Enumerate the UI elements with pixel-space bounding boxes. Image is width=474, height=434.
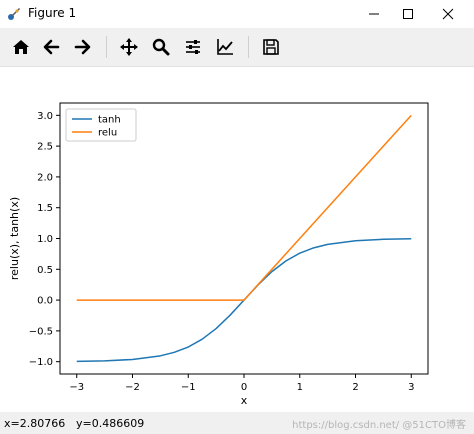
maximize-button[interactable] xyxy=(388,0,428,28)
navigation-toolbar xyxy=(0,28,474,67)
legend: tanh relu xyxy=(65,108,137,142)
minimize-icon xyxy=(369,13,379,15)
title-bar: Figure 1 xyxy=(0,0,474,28)
pan-icon xyxy=(120,38,138,56)
y-tick-label: −1.0 xyxy=(29,357,53,368)
subplots-button[interactable] xyxy=(180,34,206,60)
save-button[interactable] xyxy=(258,34,284,60)
x-tick-label: −1 xyxy=(181,382,196,393)
y-axis-label: relu(x), tanh(x) xyxy=(8,197,21,280)
y-tick-label: 1.5 xyxy=(37,203,53,214)
x-tick-label: −3 xyxy=(69,382,84,393)
toolbar-separator xyxy=(248,36,249,58)
series-lines xyxy=(76,114,412,363)
toolbar-separator xyxy=(106,36,107,58)
y-tick-label: −0.5 xyxy=(29,326,53,337)
x-tick-label: 1 xyxy=(297,382,303,393)
edit-axis-button[interactable] xyxy=(212,34,238,60)
figure-canvas[interactable]: −3 −2 −1 0 1 2 3 −1.0 −0.5 0.0 0.5 1.0 1.5 2.0 2.5 3.0… xyxy=(0,67,474,412)
series-line-relu xyxy=(76,114,412,301)
y-tick-label: 0.0 xyxy=(37,296,53,307)
plot-svg[interactable]: −3 −2 −1 0 1 2 3 −1.0 −0.5 0.0 0.5 1.0 1.5 2.0 2.5 3.0… xyxy=(0,67,474,412)
watermark-text: https://blog.csdn.net/ @51CTO博客 xyxy=(292,420,466,431)
y-tick-label: 2.0 xyxy=(37,172,53,183)
zoom-icon xyxy=(152,38,170,56)
subplots-icon xyxy=(186,40,200,54)
back-arrow-icon xyxy=(43,39,60,55)
y-tick-label: 3.0 xyxy=(37,111,53,122)
forward-button[interactable] xyxy=(70,34,96,60)
pan-button[interactable] xyxy=(116,34,142,60)
matplotlib-figure-icon xyxy=(8,8,20,20)
x-ticks: −3 −2 −1 0 1 2 3 xyxy=(69,374,414,393)
legend-label-tanh: tanh xyxy=(98,115,121,126)
close-icon xyxy=(442,8,454,20)
y-tick-label: 1.0 xyxy=(37,234,53,245)
back-button[interactable] xyxy=(38,34,64,60)
x-tick-label: 3 xyxy=(408,382,414,393)
cursor-y-readout: y=0.486609 xyxy=(76,417,145,430)
legend-box xyxy=(65,108,137,142)
maximize-icon xyxy=(403,9,413,19)
forward-arrow-icon xyxy=(74,39,91,55)
x-tick-label: 0 xyxy=(241,382,247,393)
close-button[interactable] xyxy=(428,0,468,28)
axes-frame xyxy=(59,102,429,375)
legend-label-relu: relu xyxy=(98,128,117,139)
y-tick-label: 0.5 xyxy=(37,265,53,276)
x-tick-label: 2 xyxy=(352,382,358,393)
window-title: Figure 1 xyxy=(28,6,77,20)
zoom-button[interactable] xyxy=(148,34,174,60)
x-axis-label: x xyxy=(241,394,248,407)
cursor-x-readout: x=2.80766 xyxy=(4,417,66,430)
save-icon xyxy=(263,39,279,55)
status-bar: x=2.80766 y=0.486609 https://blog.csdn.n… xyxy=(0,412,474,434)
x-tick-label: −2 xyxy=(125,382,140,393)
edit-axis-icon xyxy=(217,39,233,55)
home-button[interactable] xyxy=(8,34,34,60)
y-ticks: −1.0 −0.5 0.0 0.5 1.0 1.5 2.0 2.5 3.0 xyxy=(29,111,60,368)
y-tick-label: 2.5 xyxy=(37,142,53,153)
home-icon xyxy=(13,40,29,54)
minimize-button[interactable] xyxy=(354,0,394,28)
